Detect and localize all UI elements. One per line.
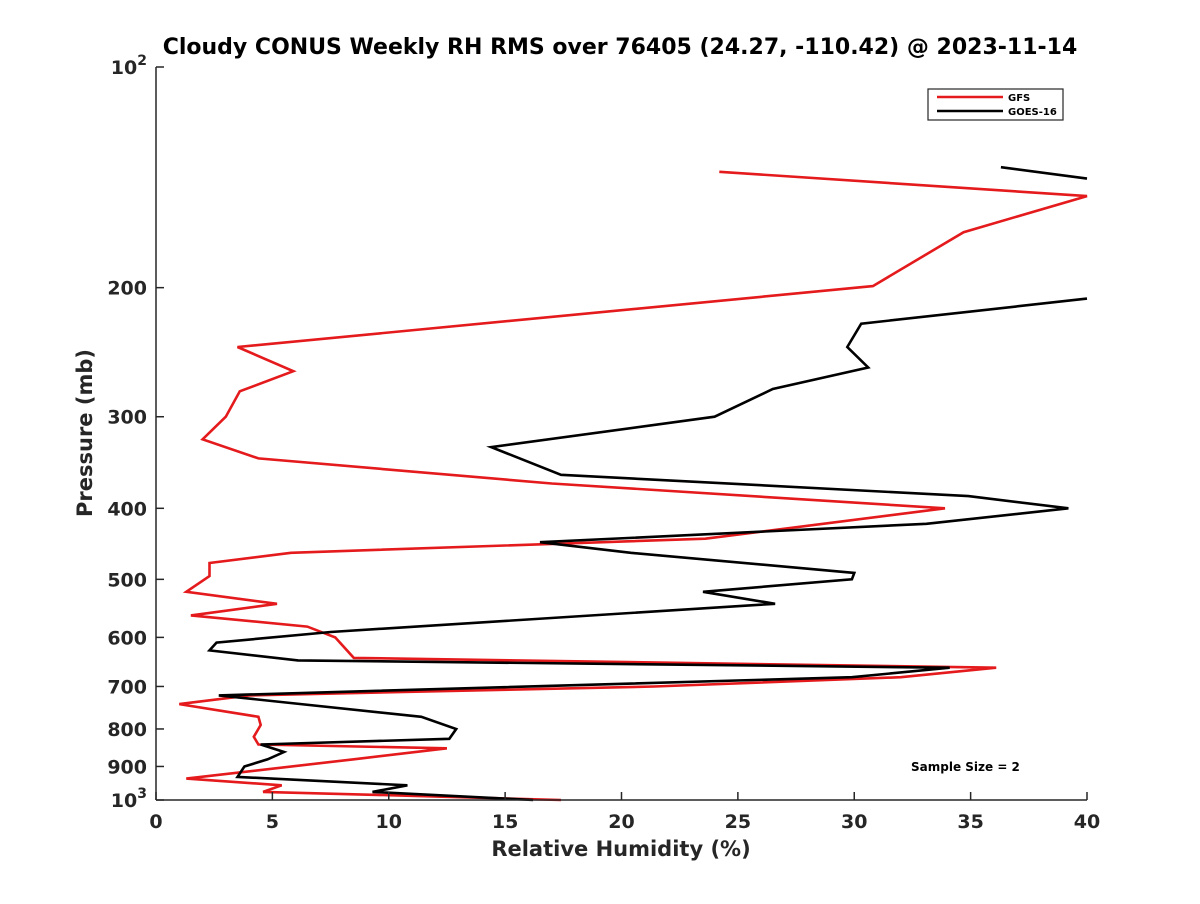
x-tick-label: 25 xyxy=(725,811,751,833)
x-tick-label: 0 xyxy=(149,811,162,833)
y-tick-label: 400 xyxy=(107,498,147,520)
chart-title: Cloudy CONUS Weekly RH RMS over 76405 (2… xyxy=(163,35,1078,60)
x-tick-label: 20 xyxy=(608,811,634,833)
x-axis-ticks: 0 5 10 15 20 25 30 35 40 xyxy=(149,792,1100,833)
y-tick-label: 900 xyxy=(107,756,147,778)
x-axis-label: Relative Humidity (%) xyxy=(491,837,750,861)
series-line-goes16 xyxy=(206,165,1088,802)
plot-area xyxy=(179,165,1088,802)
x-tick-label: 5 xyxy=(266,811,279,833)
x-tick-label: 35 xyxy=(957,811,983,833)
legend: GFS GOES-16 xyxy=(927,88,1064,121)
sample-size-annotation: Sample Size = 2 xyxy=(911,760,1020,774)
y-tick-label: 500 xyxy=(107,569,147,591)
y-tick-label: 102 xyxy=(111,53,147,79)
series-line-gfs xyxy=(179,170,1088,802)
legend-label-goes16: GOES-16 xyxy=(1008,107,1057,118)
y-axis-label: Pressure (mb) xyxy=(73,349,97,517)
y-axis-ticks: 102 200 300 400 500 600 700 800 900 103 xyxy=(107,53,164,812)
y-tick-label: 600 xyxy=(107,627,147,649)
y-tick-label: 300 xyxy=(107,407,147,429)
y-tick-label: 700 xyxy=(107,676,147,698)
x-tick-label: 40 xyxy=(1074,811,1100,833)
x-tick-label: 10 xyxy=(376,811,402,833)
legend-box xyxy=(927,88,1064,121)
x-tick-label: 30 xyxy=(841,811,867,833)
y-tick-label: 103 xyxy=(111,786,147,812)
y-tick-label: 800 xyxy=(107,719,147,741)
x-tick-label: 15 xyxy=(492,811,518,833)
legend-label-gfs: GFS xyxy=(1008,93,1030,104)
y-tick-label: 200 xyxy=(107,278,147,300)
